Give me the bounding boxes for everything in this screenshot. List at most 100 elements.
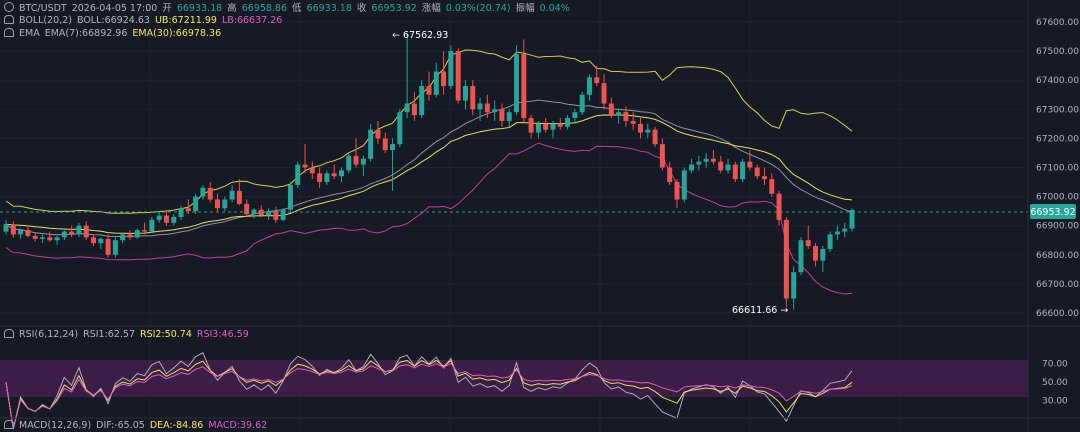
candle-body — [572, 112, 578, 119]
candle-body — [120, 234, 126, 241]
candle-body — [185, 208, 191, 212]
macd-dif: DIF:-65.05 — [96, 420, 145, 431]
candle-body — [353, 155, 359, 165]
candle-body — [295, 164, 301, 185]
low-label: 低 — [292, 3, 302, 14]
macd-name: MACD(12,26,9) — [19, 420, 92, 431]
candle-body — [740, 161, 746, 180]
ema-settings-icon[interactable] — [4, 28, 14, 37]
candle-body — [521, 54, 527, 119]
datetime-label: 2026-04-05 17:00 — [71, 3, 158, 14]
candle-body — [565, 118, 571, 127]
rsi-band — [0, 360, 1028, 397]
candle-body — [645, 129, 651, 133]
candle-body — [215, 199, 220, 209]
ohlc-header: BTC/USDT 2026-04-05 17:00 开 66933.18 高 66958.… — [4, 2, 575, 15]
candle-body — [287, 184, 293, 210]
candle-body — [266, 211, 272, 216]
candle-body — [791, 272, 797, 299]
high-label: 高 — [227, 3, 237, 14]
candle-body — [142, 230, 148, 232]
rsi-line-12 — [5, 359, 853, 429]
candle-body — [761, 176, 767, 180]
candle-body — [404, 103, 410, 113]
boll-name: BOLL(20,2) — [19, 15, 72, 26]
candle-body — [149, 219, 155, 232]
candle-body — [83, 225, 89, 238]
rsi-legend[interactable]: RSI(6,12,24) RSI1:62.57 RSI2:50.74 RSI3:46.… — [4, 329, 254, 341]
candle-body — [207, 187, 213, 200]
rsi-lines — [5, 352, 853, 429]
candle-body — [747, 161, 753, 168]
high-annotation: ← 67562.93 — [392, 30, 448, 41]
macd-legend[interactable]: MACD(12,26,9) DIF:-65.05 DEA:-84.86 MACD:39… — [4, 420, 272, 432]
boll-mid-line — [5, 99, 853, 238]
candle-body — [39, 237, 45, 239]
boll-lb: LB:66637.26 — [221, 15, 283, 26]
macd-settings-icon[interactable] — [4, 420, 14, 429]
boll-lower-line — [5, 142, 853, 295]
change-value: 0.03%(20.74) — [445, 3, 511, 14]
candle-body — [732, 164, 738, 180]
macd-dea: DEA:-84.86 — [149, 420, 204, 431]
change-label: 涨幅 — [421, 3, 441, 14]
candle-body — [470, 86, 476, 110]
boll-legend[interactable]: BOLL(20,2) BOLL:66924.63 UB:67211.99 LB:666… — [4, 15, 287, 27]
rsi3: RSI3:46.59 — [196, 329, 249, 340]
candle-body — [244, 203, 250, 215]
candle-body — [222, 199, 228, 209]
candle-body — [18, 230, 24, 235]
candle-body — [718, 161, 724, 171]
candle-body — [134, 230, 140, 238]
low-value: 66933.18 — [306, 3, 352, 14]
symbol-icon — [4, 2, 14, 12]
candle-body — [550, 123, 556, 130]
amp-label: 振幅 — [515, 3, 535, 14]
candle-body — [630, 120, 636, 124]
candle-body — [32, 235, 38, 239]
candle-body — [280, 209, 286, 220]
ema-legend[interactable]: EMA EMA(7):66892.96 EMA(30):66978.36 — [4, 28, 226, 40]
y-tick-label: 66600.00 — [1036, 309, 1079, 319]
candle-body — [302, 164, 308, 168]
candle-body — [477, 103, 483, 110]
candle-body — [499, 109, 505, 121]
candle-body — [375, 129, 381, 139]
candle-body — [273, 211, 279, 220]
candle-body — [105, 238, 111, 255]
candle-body — [3, 224, 9, 232]
candle-body — [382, 138, 388, 151]
price-axis: 67600.00 67500.00 67400.00 67300.00 67200.00… — [1036, 18, 1079, 407]
candle-body — [156, 215, 162, 220]
candle-body — [492, 109, 498, 113]
candle-body — [820, 248, 826, 261]
y-tick-label: 67300.00 — [1036, 105, 1079, 115]
candle-body — [346, 155, 352, 171]
y-tick-label: 67500.00 — [1036, 47, 1079, 57]
candle-body — [623, 112, 629, 121]
candle-body — [127, 234, 133, 238]
candle-body — [455, 51, 461, 101]
candle-body — [667, 167, 673, 183]
candle-body — [171, 216, 177, 223]
candle-body — [586, 77, 592, 95]
candle-body — [54, 237, 60, 241]
candle-body — [112, 240, 118, 255]
candle-body — [419, 86, 425, 116]
macd-value: MACD:39.62 — [208, 420, 268, 431]
last-price-label: 66953.92 — [1030, 207, 1075, 218]
low-annotation: 66611.66 → — [732, 305, 788, 316]
amp-value: 0.04% — [539, 3, 570, 14]
rsi-settings-icon[interactable] — [4, 329, 14, 338]
rsi-line-24 — [5, 362, 853, 429]
candle-body — [579, 94, 585, 113]
candle-body — [703, 158, 709, 162]
candle-body — [616, 112, 622, 116]
y-tick-label: 66700.00 — [1036, 280, 1079, 290]
candle-body — [696, 161, 702, 165]
boll-settings-icon[interactable] — [4, 15, 14, 24]
candle-body — [433, 71, 439, 95]
candle-body — [674, 182, 680, 200]
candle-body — [91, 237, 97, 244]
